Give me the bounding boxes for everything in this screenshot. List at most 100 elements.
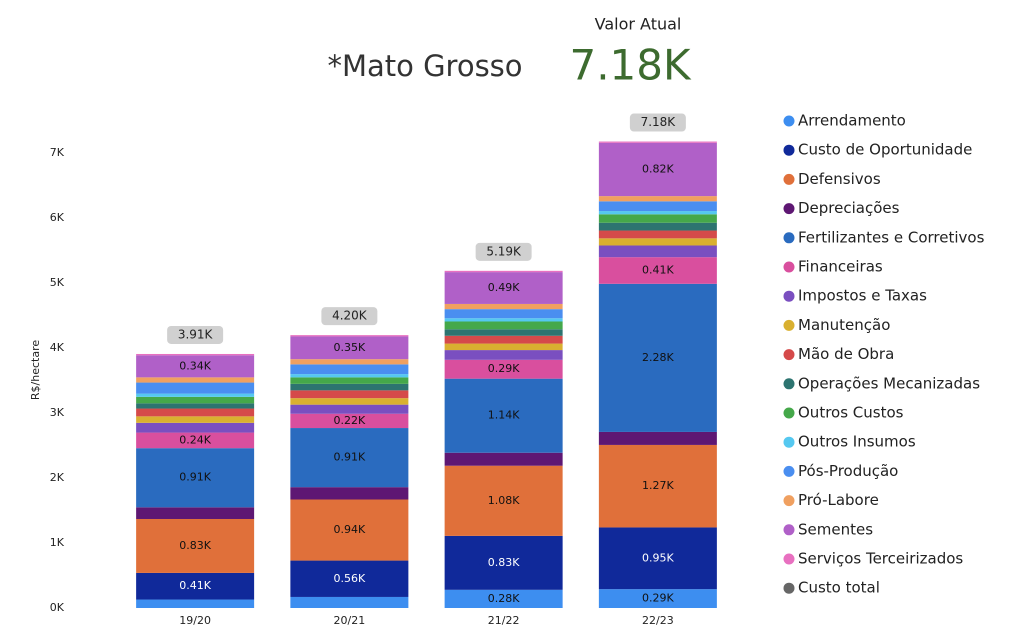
bar-segment bbox=[444, 589, 563, 608]
legend-label: Defensivos bbox=[798, 170, 881, 188]
bar-segment bbox=[290, 428, 409, 488]
bar-segment bbox=[444, 350, 563, 360]
bar-segment bbox=[598, 222, 717, 231]
bar-segment bbox=[136, 518, 255, 573]
bar-segment bbox=[444, 359, 563, 379]
data-label: 0.83K bbox=[179, 539, 211, 552]
bar-segment bbox=[598, 527, 717, 590]
data-label: 0.82K bbox=[642, 162, 674, 175]
y-tick-label: 4K bbox=[50, 341, 65, 354]
kpi-label: Valor Atual bbox=[595, 15, 682, 34]
bar-segment bbox=[598, 201, 717, 212]
bar-segment bbox=[290, 499, 409, 561]
data-label: 0.83K bbox=[488, 556, 520, 569]
legend-marker bbox=[783, 144, 795, 156]
legend-marker bbox=[783, 115, 795, 127]
data-label: 0.22K bbox=[334, 414, 366, 427]
data-label: 0.49K bbox=[488, 281, 520, 294]
bar-segment bbox=[598, 211, 717, 215]
bar-segment bbox=[444, 272, 563, 304]
y-tick-label: 0K bbox=[50, 601, 65, 614]
y-tick-label: 5K bbox=[50, 276, 65, 289]
legend-marker bbox=[783, 261, 795, 273]
bar-segment bbox=[290, 364, 409, 375]
y-tick-label: 3K bbox=[50, 406, 65, 419]
bar-segment bbox=[444, 309, 563, 319]
x-tick-label: 19/20 bbox=[179, 614, 211, 627]
bar-segment bbox=[598, 245, 717, 258]
bar-segment bbox=[290, 596, 409, 608]
data-label: 1.27K bbox=[642, 479, 674, 492]
legend-label: Depreciações bbox=[798, 199, 900, 217]
legend-marker bbox=[783, 290, 795, 302]
bar-segment bbox=[290, 374, 409, 378]
y-tick-label: 7K bbox=[50, 146, 65, 159]
data-label: 1.08K bbox=[488, 494, 520, 507]
bar-segment bbox=[598, 238, 717, 246]
bar-segment bbox=[136, 408, 255, 417]
total-label-box bbox=[167, 325, 224, 344]
bar-segment bbox=[444, 378, 563, 453]
bar-segment bbox=[598, 142, 717, 197]
total-label: 5.19K bbox=[486, 244, 522, 258]
bar-segment bbox=[290, 383, 409, 391]
bar-segment bbox=[598, 444, 717, 528]
bar-segment bbox=[136, 353, 255, 356]
legend-label: Operações Mecanizadas bbox=[798, 374, 980, 392]
legend-label: Pós-Produção bbox=[798, 462, 898, 480]
legend-marker bbox=[783, 582, 795, 594]
legend-marker bbox=[783, 173, 795, 185]
bar-segment bbox=[136, 403, 255, 409]
bar-segment bbox=[290, 335, 409, 337]
x-tick-label: 22/23 bbox=[642, 614, 674, 627]
legend-marker bbox=[783, 349, 795, 361]
bar-segment bbox=[444, 452, 563, 466]
y-axis-label: R$/hectare bbox=[29, 340, 42, 400]
data-label: 0.91K bbox=[334, 451, 366, 464]
bar-segment bbox=[136, 432, 255, 449]
legend-label: Serviços Terceirizados bbox=[798, 550, 963, 568]
bar-segment bbox=[444, 270, 563, 273]
data-label: 0.95K bbox=[642, 551, 674, 564]
legend-marker bbox=[783, 553, 795, 565]
bar-segment bbox=[598, 141, 717, 143]
bar-segment bbox=[598, 214, 717, 223]
bar-segment bbox=[444, 535, 563, 590]
legend-label: Mão de Obra bbox=[798, 345, 894, 363]
bar-segment bbox=[598, 283, 717, 432]
legend-marker bbox=[783, 495, 795, 507]
bar-segment bbox=[598, 196, 717, 202]
legend-label: Outros Insumos bbox=[798, 433, 916, 451]
bar-segment bbox=[136, 507, 255, 519]
bar-segment bbox=[444, 343, 563, 351]
data-label: 0.35K bbox=[334, 341, 366, 354]
legend-marker bbox=[783, 319, 795, 331]
bar-segment bbox=[598, 230, 717, 239]
legend-label: Financeiras bbox=[798, 258, 883, 276]
data-label: 0.94K bbox=[334, 523, 366, 536]
total-label: 7.18K bbox=[641, 115, 677, 129]
data-label: 0.34K bbox=[179, 359, 211, 372]
bar-segment bbox=[290, 560, 409, 597]
legend-label: Sementes bbox=[798, 520, 873, 538]
data-label: 0.91K bbox=[179, 471, 211, 484]
bar-segment bbox=[290, 398, 409, 405]
total-label-box bbox=[321, 307, 378, 326]
legend-marker bbox=[783, 232, 795, 244]
bar-segment bbox=[444, 303, 563, 310]
bar-segment bbox=[444, 465, 563, 536]
chart-title: *Mato Grosso bbox=[327, 49, 522, 83]
legend-marker bbox=[783, 203, 795, 215]
data-label: 2.28K bbox=[642, 351, 674, 364]
legend-label: Pró-Labore bbox=[798, 491, 879, 509]
total-label-box bbox=[475, 242, 532, 261]
bar-segment bbox=[136, 396, 255, 404]
data-label: 1.14K bbox=[488, 409, 520, 422]
legend-marker bbox=[783, 407, 795, 419]
bar-segment bbox=[136, 416, 255, 423]
data-label: 0.24K bbox=[179, 433, 211, 446]
bar-segment bbox=[290, 390, 409, 399]
bar-segment bbox=[136, 599, 255, 608]
data-label: 0.56K bbox=[334, 572, 366, 585]
